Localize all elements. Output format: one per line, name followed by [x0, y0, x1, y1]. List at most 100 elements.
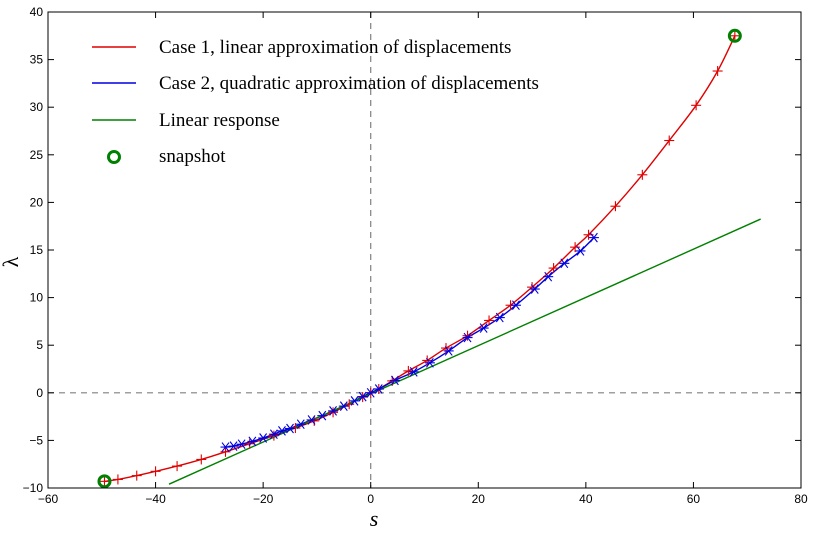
data-point-s2-1	[220, 442, 231, 452]
y-tick-label: 35	[30, 53, 44, 67]
data-point-s2-22	[462, 332, 473, 343]
data-point-s2-6	[268, 429, 279, 440]
data-point-s2-13	[338, 401, 349, 411]
legend-label-2: Case 2, quadratic approximation of displ…	[159, 73, 539, 94]
data-point-s2-12	[328, 406, 339, 416]
data-point-s2-9	[295, 419, 306, 430]
data-point-s2-11	[317, 410, 328, 421]
x-tick-label: 80	[794, 492, 808, 506]
y-tick-label: 40	[30, 5, 44, 19]
data-point-s1-33	[729, 30, 740, 41]
x-tick-label: −60	[38, 492, 59, 506]
data-point-s2-16	[365, 387, 376, 398]
data-point-s2-8-d2	[286, 423, 294, 434]
data-point-s2-21	[443, 346, 454, 356]
y-tick-label: 5	[36, 338, 43, 352]
data-point-s2-7	[276, 426, 287, 436]
data-point-s2-27-d2	[544, 271, 553, 282]
data-point-s2-5	[258, 433, 269, 443]
data-point-s2-12-d2	[329, 406, 337, 416]
data-point-s1-21	[462, 330, 473, 341]
x-tick-label: 60	[687, 492, 701, 506]
data-point-s2-17	[373, 384, 384, 394]
y-tick-label: −5	[29, 433, 43, 447]
x-tick-label: 40	[579, 492, 593, 506]
data-point-s1-3	[131, 470, 142, 481]
data-point-s2-21-d2	[444, 346, 453, 356]
data-point-s2-14	[349, 396, 360, 406]
x-tick-label: 0	[367, 492, 374, 506]
data-point-s2-2	[228, 441, 239, 451]
legend-label-4: snapshot	[159, 146, 226, 167]
data-point-s2-13-d2	[339, 401, 348, 411]
data-point-s2-17-d2	[374, 384, 383, 394]
legend-label-3: Linear response	[159, 110, 280, 131]
legend-symbol-4	[107, 150, 121, 164]
data-point-s2-29	[575, 246, 586, 256]
data-point-s1-29	[637, 169, 648, 180]
data-point-s2-18-d2	[390, 375, 399, 386]
data-point-s2-14-d2	[350, 396, 359, 406]
x-tick-label: −20	[253, 492, 274, 506]
data-point-s2-6-d2	[269, 429, 278, 440]
data-point-s2-25	[510, 300, 521, 311]
data-point-s2-15	[357, 391, 368, 402]
data-point-s2-28-d2	[560, 258, 569, 269]
snapshot-point-1	[97, 474, 112, 489]
data-point-s2-11-d2	[318, 410, 327, 421]
data-point-s1-32	[712, 66, 723, 77]
data-point-s1-18	[403, 365, 414, 376]
data-point-s2-22-d2	[463, 332, 472, 343]
data-point-s1-7	[220, 446, 231, 457]
x-tick-label: 20	[472, 492, 486, 506]
y-tick-label: 10	[30, 291, 44, 305]
data-point-s2-23	[478, 323, 489, 333]
series-line-1	[104, 35, 736, 483]
y-tick-label: 15	[30, 243, 44, 257]
y-axis-title: λ	[0, 256, 23, 267]
data-point-s2-19-d2	[409, 367, 418, 377]
data-point-s1-5	[172, 461, 183, 472]
data-point-s2-28	[559, 258, 570, 269]
data-point-s2-27	[543, 271, 554, 282]
data-point-s2-26	[529, 284, 540, 294]
data-point-s2-26-d2	[530, 284, 539, 294]
data-point-s2-10	[306, 415, 317, 425]
data-point-s2-8	[285, 423, 296, 434]
data-point-s1-12	[328, 407, 339, 418]
data-point-s2-18	[389, 375, 400, 386]
data-point-s2-15-d2	[358, 391, 367, 402]
series-line-2	[225, 237, 595, 448]
data-point-s1-9	[268, 430, 279, 441]
data-point-s2-3-d2	[237, 439, 246, 450]
y-tick-label: 0	[36, 386, 43, 400]
series-line-3	[168, 218, 761, 485]
data-point-s2-9-d2	[296, 419, 305, 430]
data-point-s2-4	[247, 436, 258, 447]
y-tick-label: −10	[23, 481, 44, 495]
data-point-s1-2	[112, 474, 123, 485]
x-tick-label: −40	[145, 492, 166, 506]
data-point-s2-10-d2	[307, 415, 316, 425]
data-point-s2-20	[424, 357, 435, 368]
data-point-s1-28	[610, 201, 621, 212]
data-point-s2-24	[494, 312, 505, 323]
data-point-s2-20-d2	[425, 357, 434, 368]
data-point-s2-30-d2	[589, 232, 598, 243]
data-point-s1-1	[99, 476, 110, 487]
data-point-s2-23-d2	[479, 323, 488, 333]
y-tick-label: 20	[30, 195, 44, 209]
y-tick-label: 25	[30, 148, 44, 162]
data-point-s1-25	[548, 263, 559, 274]
data-point-s2-30	[588, 232, 599, 243]
legend: Case 1, linear approximation of displace…	[92, 37, 539, 167]
data-point-s1-19	[422, 355, 433, 366]
data-point-s2-1-d2	[221, 442, 230, 452]
data-point-s1-22	[484, 315, 495, 326]
data-point-s2-16-d2	[366, 387, 375, 398]
data-point-s2-7-d2	[278, 426, 286, 436]
snapshot-point-2	[727, 28, 742, 43]
data-point-s1-30	[664, 135, 675, 146]
